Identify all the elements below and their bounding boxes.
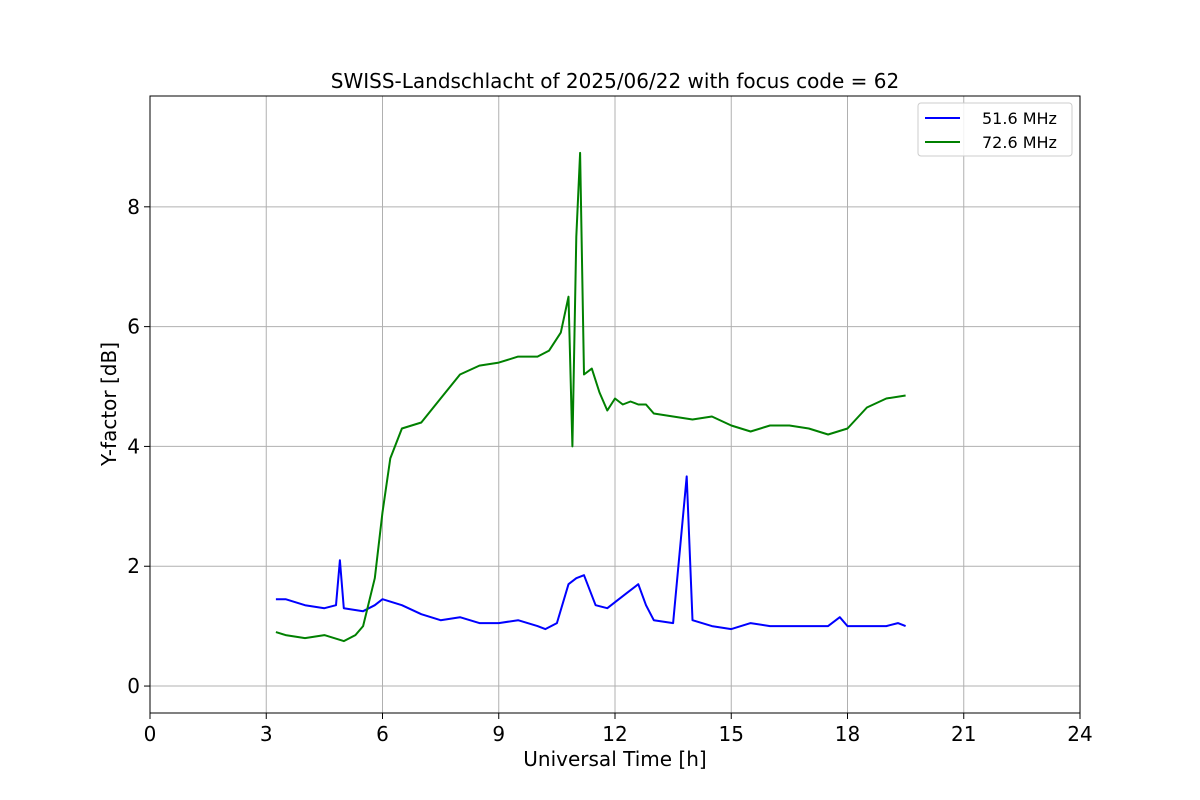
x-tick-label: 3 (260, 722, 273, 746)
y-tick-label: 8 (127, 195, 140, 219)
x-tick-label: 12 (602, 722, 627, 746)
y-tick-label: 6 (127, 315, 140, 339)
y-tick-label: 2 (127, 554, 140, 578)
x-tick-label: 15 (719, 722, 744, 746)
y-tick-label: 0 (127, 674, 140, 698)
x-tick-label: 18 (835, 722, 860, 746)
x-tick-label: 9 (492, 722, 505, 746)
chart-title: SWISS-Landschlacht of 2025/06/22 with fo… (331, 69, 899, 93)
x-tick-label: 21 (951, 722, 976, 746)
x-axis-label: Universal Time [h] (523, 747, 706, 771)
y-tick-label: 4 (127, 434, 140, 458)
series-line-72-6-mhz (275, 151, 906, 643)
series-line-51-6-mhz (275, 475, 906, 631)
y-axis-label: Y-factor [dB] (97, 342, 121, 467)
legend-label-51-6-mhz: 51.6 MHz (982, 109, 1057, 128)
x-tick-label: 6 (376, 722, 389, 746)
plot-series (275, 151, 906, 643)
x-tick-label: 24 (1067, 722, 1092, 746)
x-tick-label: 0 (144, 722, 157, 746)
legend-label-72-6-mhz: 72.6 MHz (982, 133, 1057, 152)
legend: 51.6 MHz 72.6 MHz (917, 102, 1073, 157)
